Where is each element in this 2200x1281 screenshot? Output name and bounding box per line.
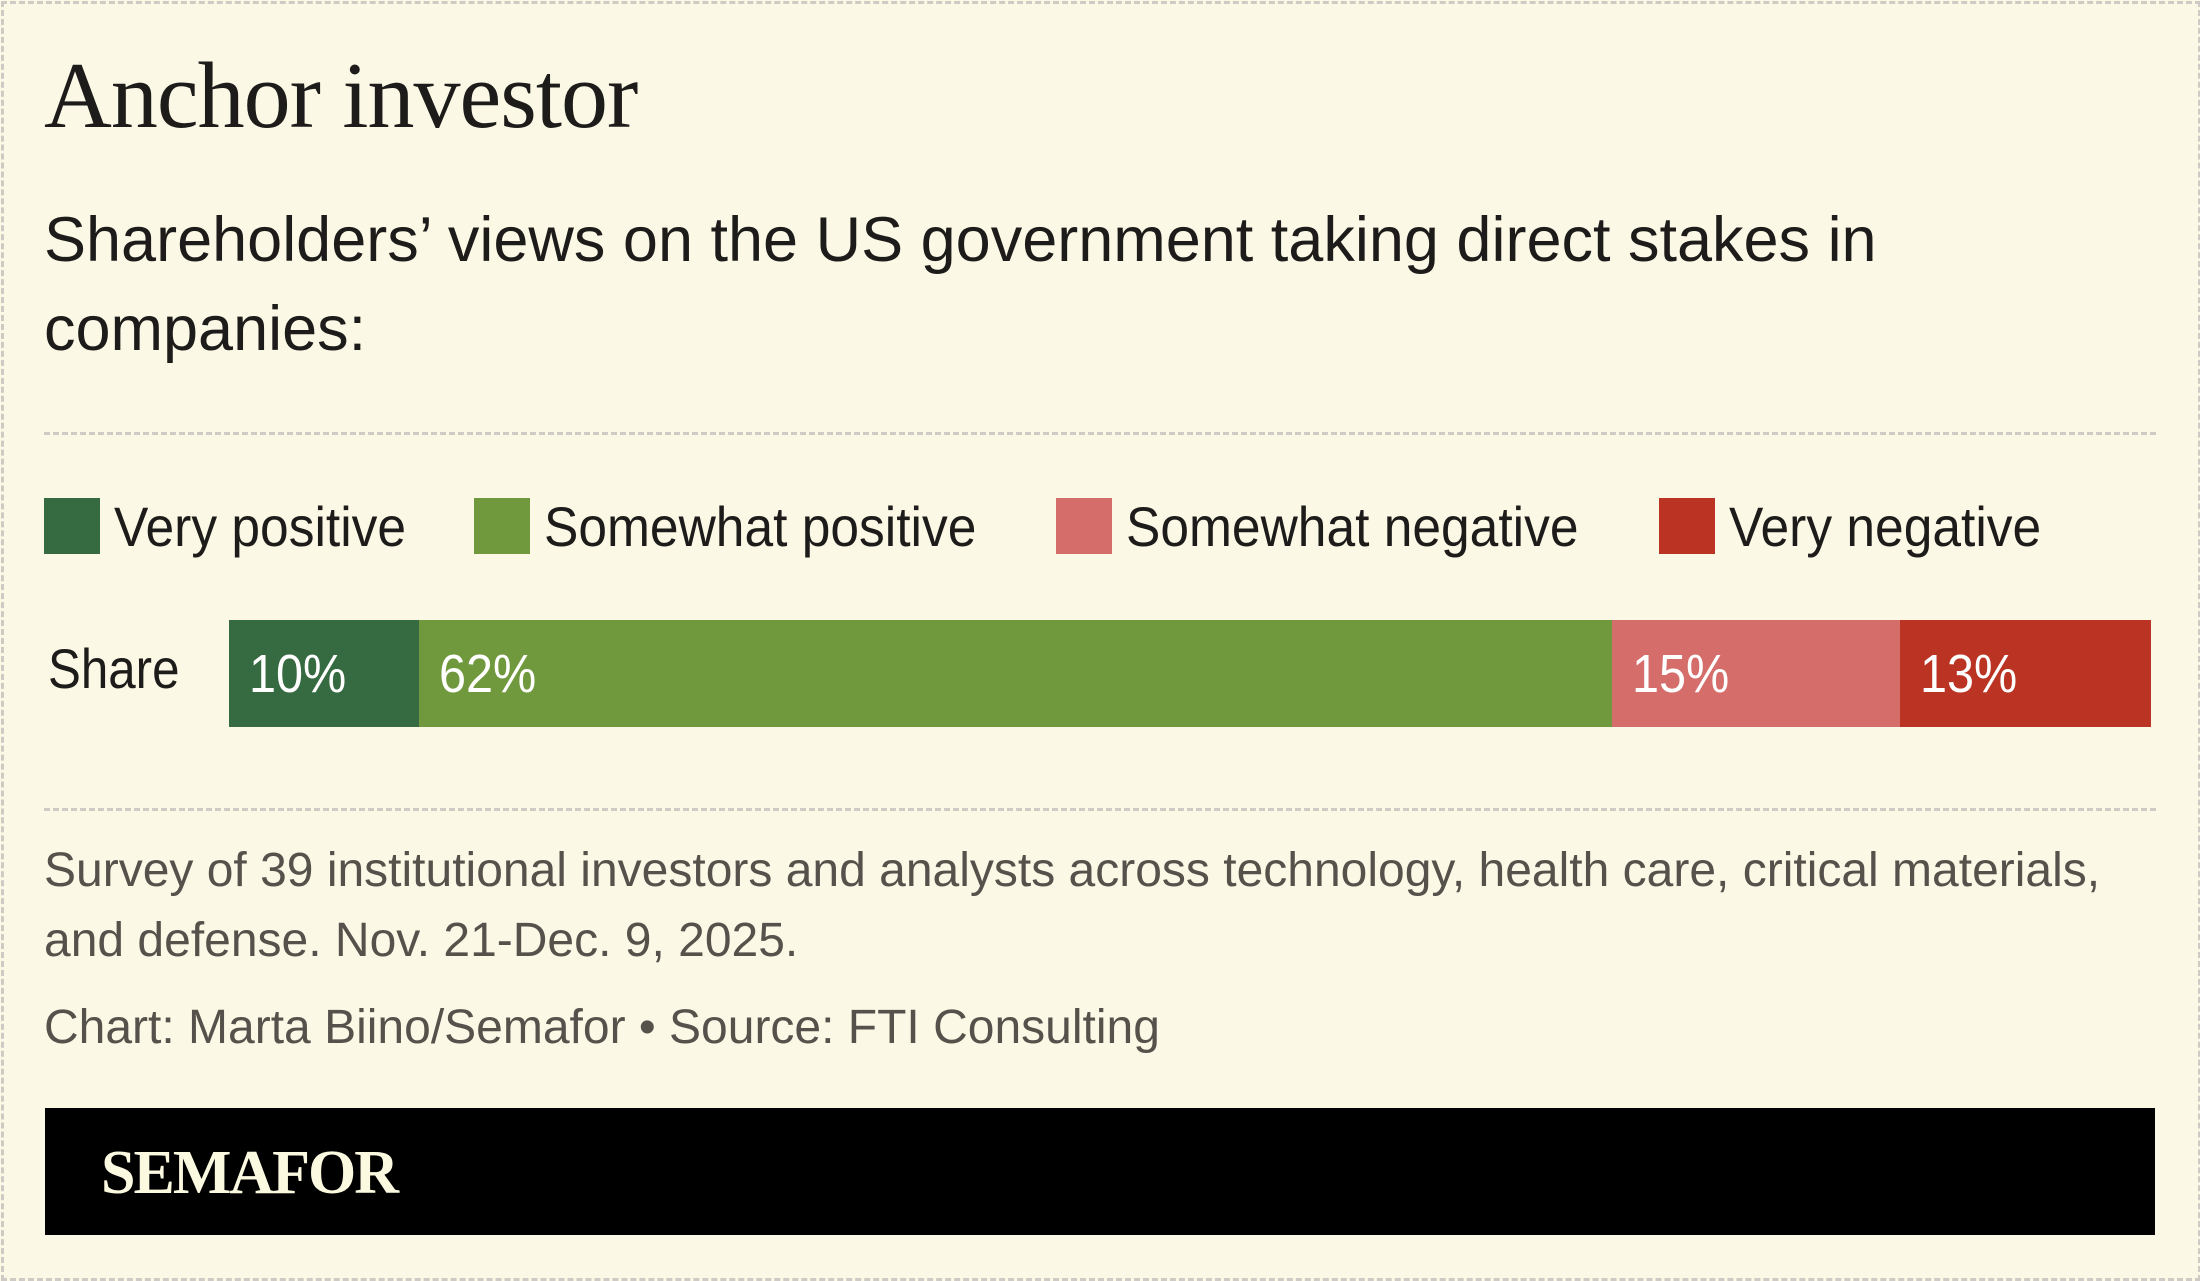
divider-bottom — [44, 808, 2156, 811]
legend-swatch — [1055, 498, 1112, 554]
legend-swatch — [1659, 498, 1716, 554]
credits: Chart: Marta Biino/Semafor • Source: FTI… — [44, 1001, 1160, 1054]
legend-item-somewhat-negative: Somewhat negative — [1055, 494, 1618, 559]
segment-value-label: 10% — [249, 643, 347, 704]
chart-title: Anchor investor — [44, 44, 638, 148]
legend-item-very-positive: Very positive — [44, 494, 432, 559]
semafor-logo: SEMAFOR — [101, 1139, 399, 1207]
bar-segment-somewhat-positive: 62% — [419, 620, 1612, 727]
footnote: Survey of 39 institutional investors and… — [44, 844, 2101, 967]
legend-swatch — [44, 498, 100, 554]
legend-label: Very negative — [1729, 494, 2042, 558]
stacked-bar: 10% 62% 15% 13% — [229, 620, 2151, 727]
legend: Very positive Somewhat positive Somewhat… — [44, 494, 2069, 559]
legend-swatch — [473, 498, 530, 554]
legend-label: Very positive — [114, 494, 407, 558]
bar-segment-somewhat-negative: 15% — [1612, 620, 1900, 727]
divider-top — [44, 432, 2156, 435]
segment-value-label: 15% — [1632, 643, 1730, 704]
legend-label: Somewhat negative — [1125, 494, 1579, 558]
legend-item-somewhat-positive: Somewhat positive — [473, 494, 1014, 559]
chart-subtitle: Shareholders’ views on the US government… — [44, 205, 1877, 364]
segment-value-label: 13% — [1920, 643, 2018, 704]
bar-segment-very-negative: 13% — [1900, 620, 2151, 727]
row-label: Share — [48, 637, 180, 700]
bar-segment-very-positive: 10% — [229, 620, 419, 727]
segment-value-label: 62% — [439, 643, 537, 704]
legend-label: Somewhat positive — [543, 494, 976, 558]
brand-bar: SEMAFOR — [45, 1108, 2155, 1235]
legend-item-very-negative: Very negative — [1659, 494, 2068, 559]
